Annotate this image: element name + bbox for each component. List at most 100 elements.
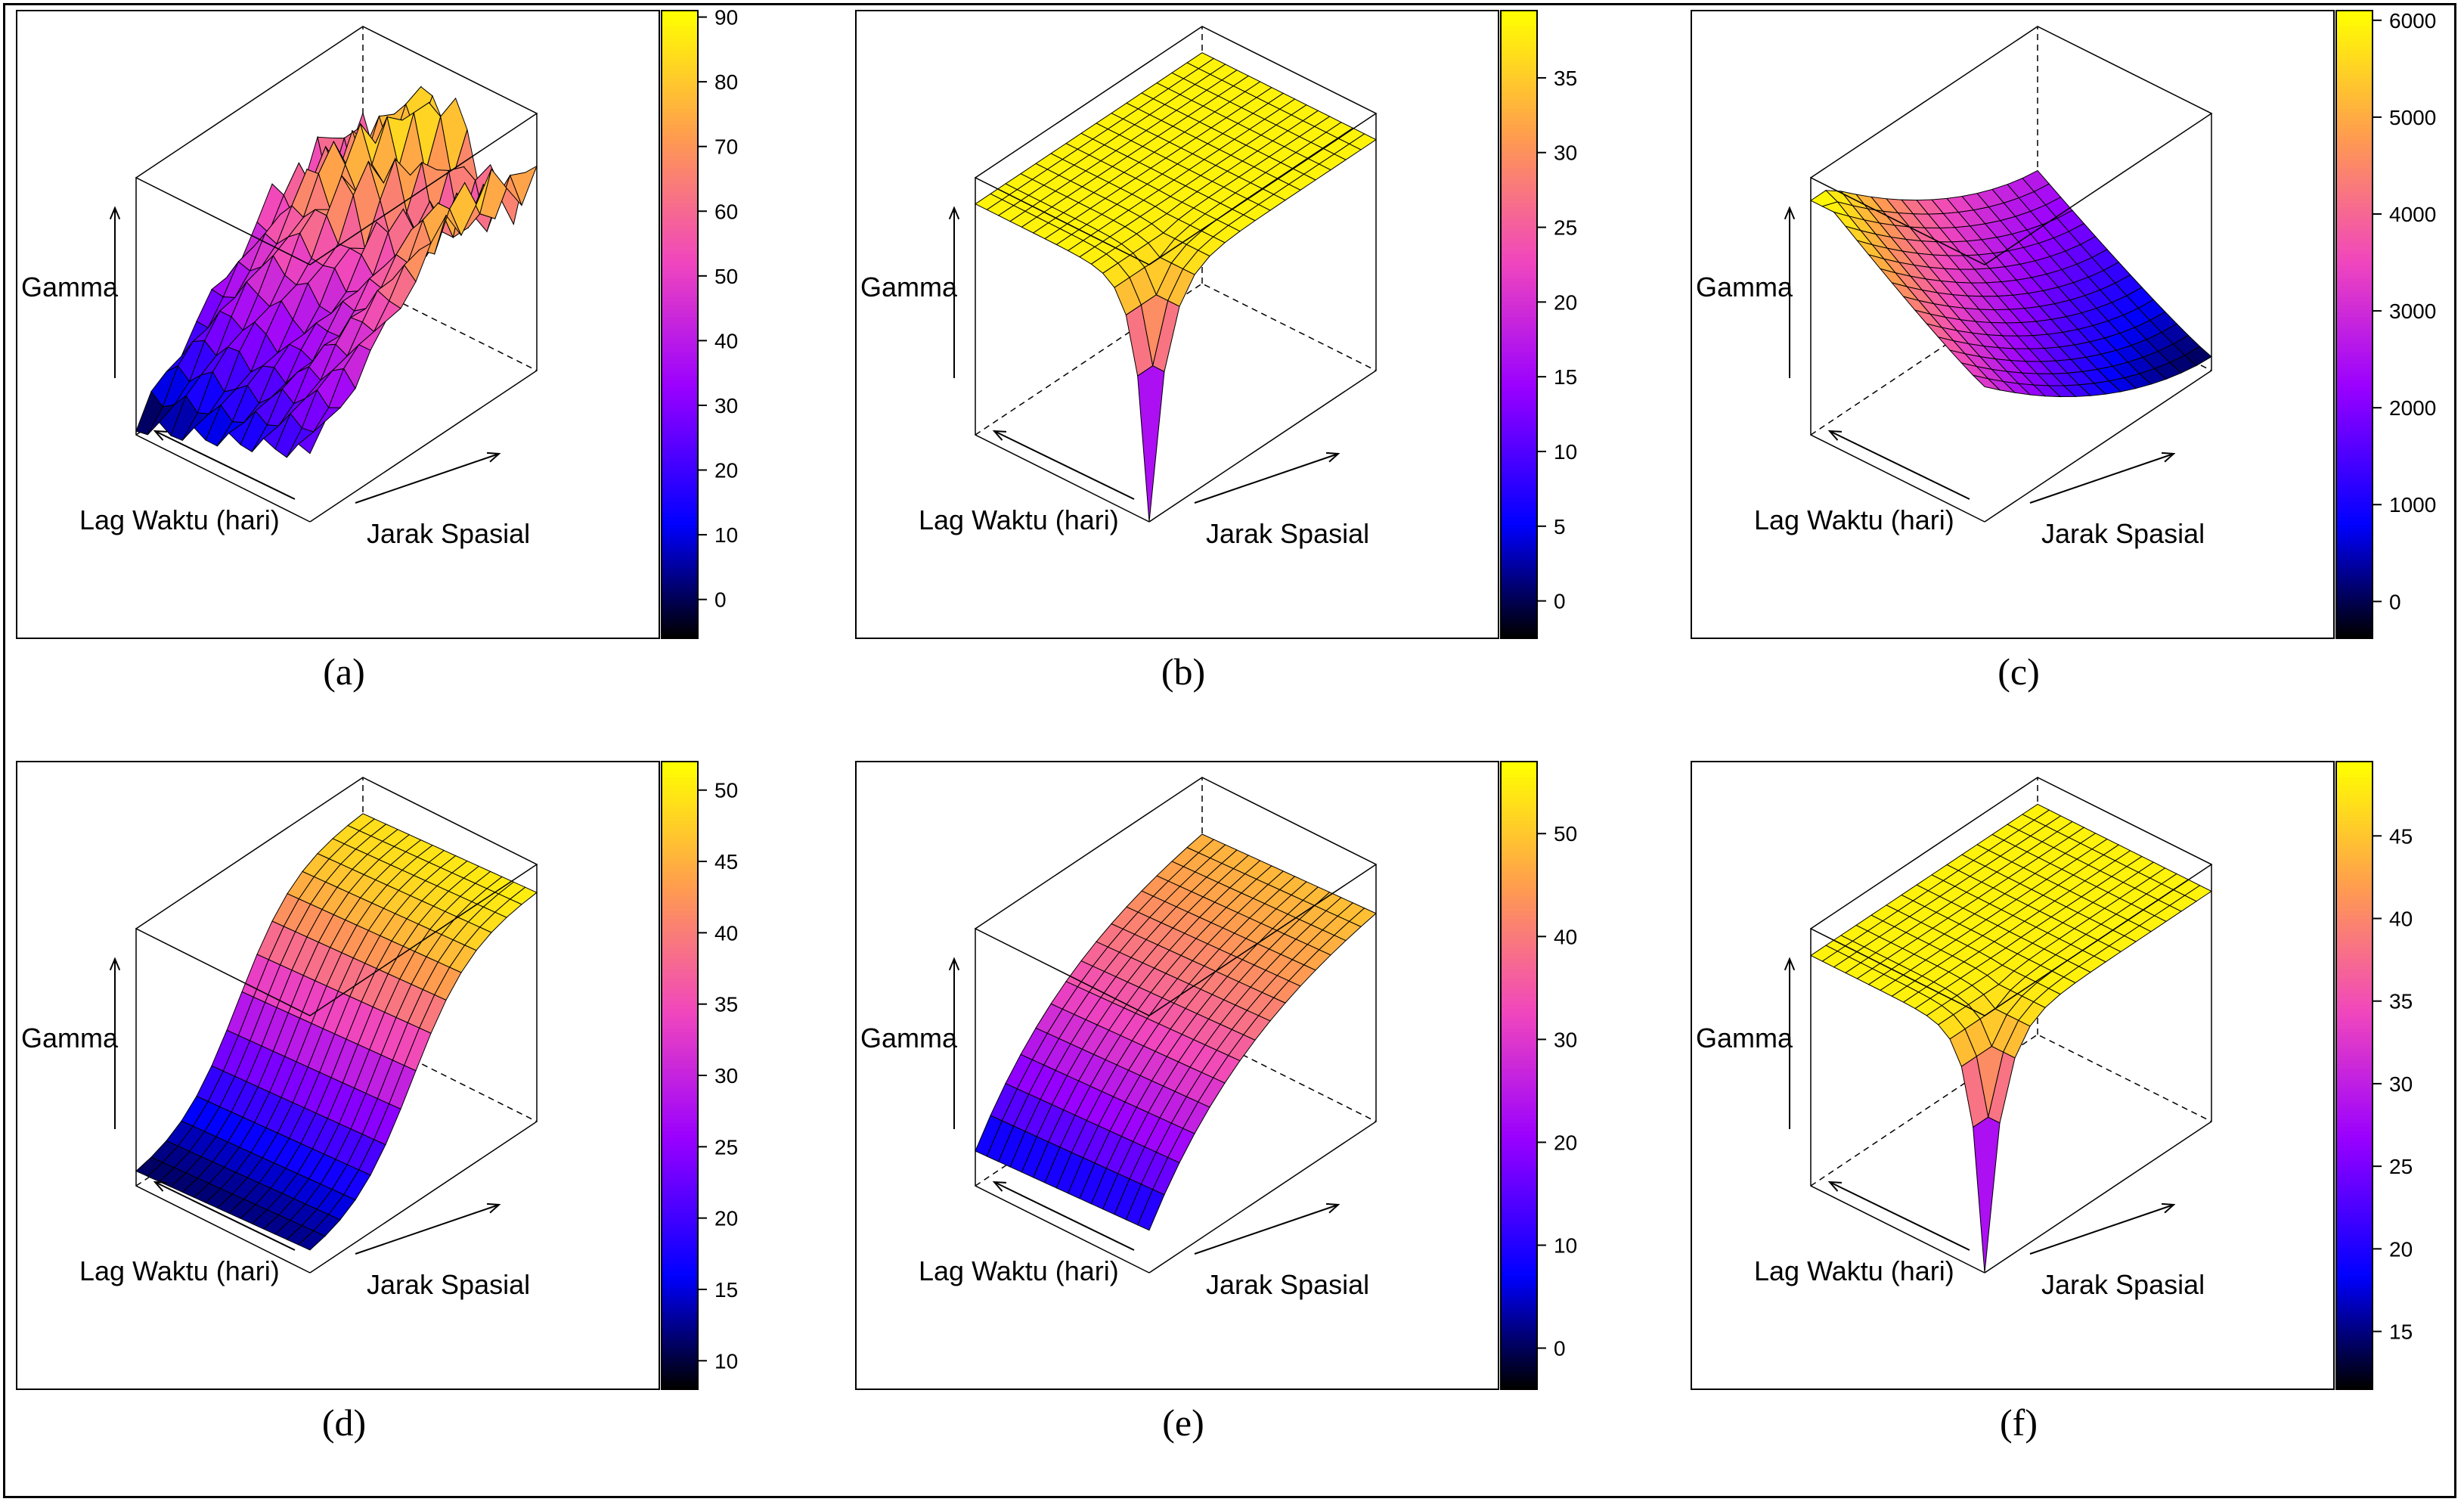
colorbar-step — [2336, 214, 2373, 219]
colorbar-step — [1501, 1138, 1537, 1143]
colorbar-step — [1501, 1220, 1537, 1225]
colorbar-step — [2336, 950, 2373, 954]
colorbar-step — [662, 1063, 698, 1069]
colorbar-step — [2336, 1201, 2373, 1205]
colorbar-step — [2336, 305, 2373, 309]
colorbar-step — [1501, 501, 1537, 506]
colorbar-tick-label: 70 — [714, 135, 738, 159]
colorbar-step — [662, 242, 698, 247]
colorbar-step — [2336, 309, 2373, 314]
colorbar-step — [662, 524, 698, 529]
colorbar-step — [2336, 1381, 2373, 1386]
colorbar-step — [662, 796, 698, 802]
colorbar-step — [1501, 230, 1537, 235]
colorbar-step — [2336, 571, 2373, 576]
colorbar-step — [1501, 583, 1537, 588]
colorbar-step — [662, 906, 698, 911]
colorbar-step — [662, 57, 698, 63]
colorbar-step — [662, 1350, 698, 1354]
colorbar-step — [2336, 1040, 2373, 1045]
colorbar-step — [1501, 1067, 1537, 1072]
colorbar-step — [2336, 1173, 2373, 1178]
colorbar-step — [662, 843, 698, 849]
colorbar-step — [2336, 187, 2373, 192]
colorbar-step — [1501, 22, 1537, 27]
colorbar-step — [2336, 336, 2373, 341]
colorbar-step — [1501, 765, 1537, 770]
panel-d: Gamma Lag Waktu (hari) Jarak Spasial 10 15 20… — [16, 761, 738, 1444]
colorbar-step — [1501, 1240, 1537, 1245]
colorbar-step — [1501, 773, 1537, 778]
colorbar-step — [2336, 816, 2373, 821]
x-axis-label: Lag Waktu (hari) — [1754, 504, 1954, 535]
colorbar-step — [2336, 906, 2373, 911]
colorbar-step — [662, 136, 698, 141]
colorbar-step — [2336, 773, 2373, 778]
colorbar-step — [2336, 520, 2373, 526]
box-edges — [135, 777, 538, 1274]
colorbar-step — [662, 343, 698, 349]
colorbar-step — [2336, 1185, 2373, 1190]
colorbar-step — [1501, 1255, 1537, 1261]
colorbar-frame — [1500, 761, 1538, 1390]
colorbar-step — [662, 918, 698, 923]
colorbar-step — [2336, 116, 2373, 121]
colorbar-step — [1501, 226, 1537, 231]
colorbar-step — [1501, 871, 1537, 877]
colorbar-step — [1501, 1099, 1537, 1103]
colorbar-step — [662, 762, 698, 766]
colorbar-step — [662, 634, 698, 639]
colorbar-step — [1501, 1377, 1537, 1382]
colorbar-step — [1501, 1130, 1537, 1135]
colorbar-step — [2336, 1162, 2373, 1166]
colorbar-step — [2336, 85, 2373, 90]
colorbar-step — [2336, 104, 2373, 110]
colorbar-step — [2336, 836, 2373, 841]
colorbar-step — [2336, 226, 2373, 231]
colorbar-step — [662, 38, 698, 43]
colorbar-step — [662, 824, 698, 829]
colorbar-step — [1501, 1087, 1537, 1092]
colorbar-step — [1501, 38, 1537, 43]
colorbar-step — [1501, 11, 1537, 15]
colorbar-step — [662, 863, 698, 868]
colorbar-step — [2336, 293, 2373, 298]
colorbar-step — [2336, 289, 2373, 294]
colorbar-step — [2336, 151, 2373, 157]
surface-facet — [1137, 1189, 1165, 1231]
colorbar-step — [2336, 1122, 2373, 1128]
colorbar-step — [1501, 332, 1537, 337]
colorbar-step — [2336, 918, 2373, 923]
colorbar-step — [662, 155, 698, 160]
colorbar-step — [662, 328, 698, 333]
colorbar-step — [662, 1024, 698, 1029]
colorbar-step — [2336, 11, 2373, 15]
colorbar-step — [2336, 1157, 2373, 1162]
colorbar-step — [2336, 973, 2373, 978]
colorbar-step — [662, 1358, 698, 1363]
z-axis-arrow-head — [109, 957, 121, 971]
colorbar-step — [662, 175, 698, 180]
colorbar-step — [1501, 579, 1537, 584]
colorbar-step — [1501, 532, 1537, 537]
colorbar-tick-label: 4000 — [2389, 203, 2436, 226]
colorbar-step — [1501, 120, 1537, 126]
colorbar-step — [662, 312, 698, 318]
colorbar: 0 10 20 30 40 50 60 70 80 90 — [661, 6, 738, 639]
colorbar-step — [2336, 352, 2373, 357]
colorbar: 15 20 25 30 35 40 45 — [2335, 761, 2413, 1390]
colorbar-step — [662, 981, 698, 986]
colorbar-step — [1501, 234, 1537, 239]
colorbar-step — [662, 163, 698, 169]
colorbar-step — [662, 1047, 698, 1053]
colorbar-step — [2336, 206, 2373, 212]
colorbar-step — [2336, 450, 2373, 455]
colorbar-step — [662, 203, 698, 207]
colorbar-step — [1501, 285, 1537, 290]
colorbar-step — [1501, 1271, 1537, 1277]
colorbar-step — [1501, 199, 1537, 203]
colorbar-step — [1501, 88, 1537, 94]
colorbar-step — [2336, 1205, 2373, 1209]
colorbar-step — [662, 14, 698, 19]
colorbar-step — [2336, 800, 2373, 805]
